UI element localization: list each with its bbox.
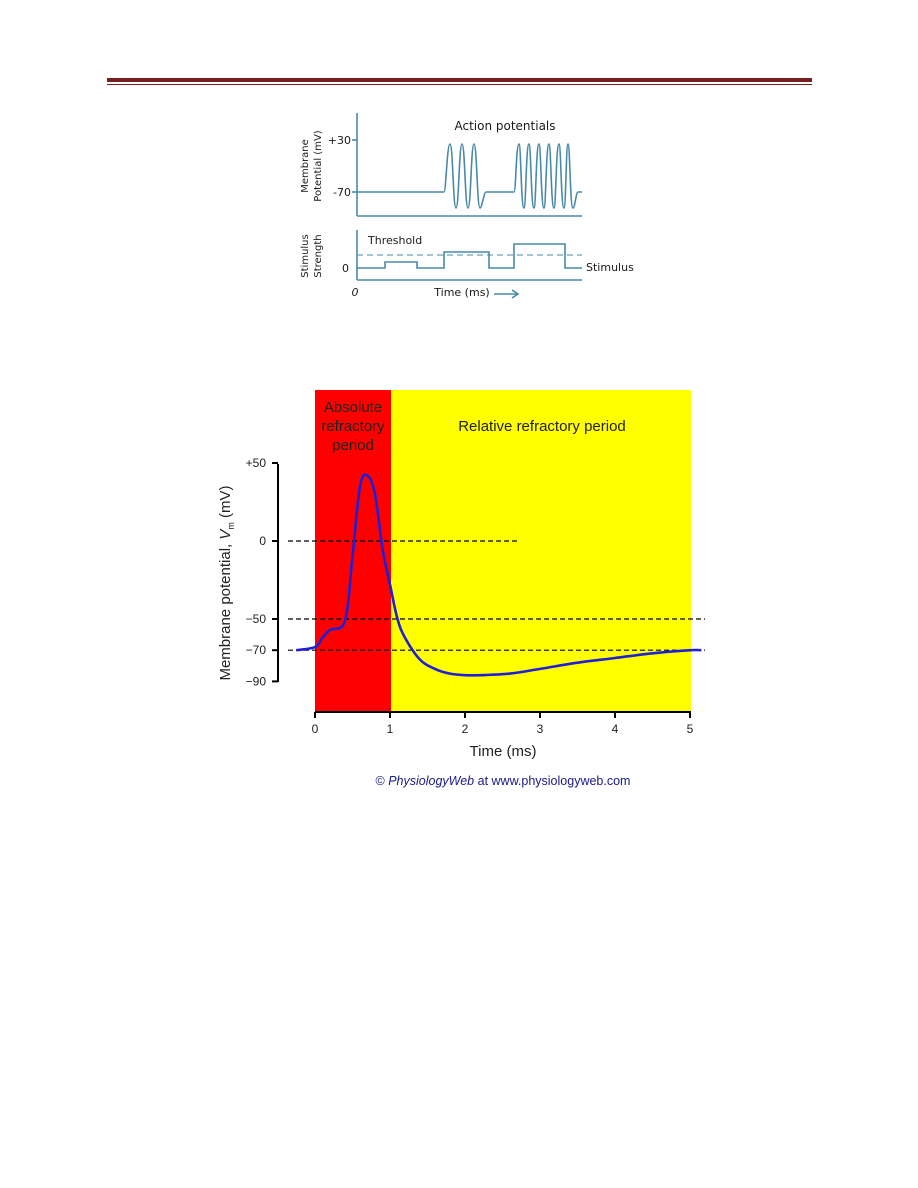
header-rule xyxy=(107,78,812,82)
absolute-label-line1: Absolute xyxy=(324,399,382,416)
y-ticks: +50 0 −50 −70 −90 xyxy=(246,456,278,688)
fig1-origin: 0 xyxy=(352,286,359,299)
action-potential-trace xyxy=(357,143,582,209)
y-axis-label: Membrane potential, Vm (mV) xyxy=(217,485,236,680)
relative-label: Relative refractory period xyxy=(458,418,626,435)
x-axis-label: Time (ms) xyxy=(470,743,537,760)
absolute-label-line2: refractory xyxy=(321,418,385,435)
chart-axes xyxy=(277,464,691,713)
fig1-ylabel-line1: Membrane xyxy=(300,139,311,193)
y-tick-label: −90 xyxy=(246,674,267,688)
y-axis-label-unit: (mV) xyxy=(217,485,234,522)
x-tick-label: 1 xyxy=(387,722,394,736)
reference-lines xyxy=(288,540,705,651)
refractory-period-chart: Absolute refractory period Relative refr… xyxy=(217,390,705,788)
fig1-tick-plus30: +30 xyxy=(328,134,351,147)
fig1-ylabel-line2: Potential (mV) xyxy=(313,130,324,201)
y-tick-label: −50 xyxy=(246,612,267,626)
credit-prefix: © xyxy=(376,774,389,788)
fig1-stimulus-zero: 0 xyxy=(342,262,349,275)
y-axis-label-main: Membrane potential, xyxy=(217,540,234,681)
membrane-potential-trace xyxy=(296,473,702,677)
x-ticks: 0 1 2 3 4 5 xyxy=(312,712,694,736)
x-axis-arrow-head xyxy=(511,289,520,299)
fig1-xlabel: Time (ms) xyxy=(433,286,489,299)
x-tick-label: 4 xyxy=(612,722,619,736)
x-tick-label: 5 xyxy=(687,722,694,736)
fig1-stimulus-ylabel-line1: Stimulus xyxy=(300,234,311,277)
x-tick-label: 2 xyxy=(462,722,469,736)
fig1-threshold-label: Threshold xyxy=(367,234,422,247)
x-tick-label: 0 xyxy=(312,722,319,736)
stimulus-trace xyxy=(357,243,582,269)
y-axis-label-v: V xyxy=(217,528,234,540)
relative-refractory-region xyxy=(391,390,691,712)
refractory-regions xyxy=(315,390,691,712)
fig1-stimulus-ylabel-line2: Strength xyxy=(313,234,324,277)
credit-brand: PhysiologyWeb xyxy=(388,774,474,788)
action-potentials-figure: Action potentials Membrane Potential (mV… xyxy=(300,113,634,299)
header-rule-thin xyxy=(107,84,812,85)
fig1-stimulus-trace-label: Stimulus xyxy=(586,261,634,274)
y-tick-label: −70 xyxy=(246,643,267,657)
fig1-title: Action potentials xyxy=(454,119,555,133)
credit-line: © PhysiologyWeb at www.physiologyweb.com xyxy=(376,774,631,788)
credit-suffix: at www.physiologyweb.com xyxy=(474,774,630,788)
y-tick-label: 0 xyxy=(259,534,266,548)
fig1-tick-minus70: -70 xyxy=(333,186,351,199)
absolute-label-line3: period xyxy=(332,437,374,454)
y-axis-label-sub: m xyxy=(226,522,236,530)
x-tick-label: 3 xyxy=(537,722,544,736)
y-tick-label: +50 xyxy=(246,456,267,470)
